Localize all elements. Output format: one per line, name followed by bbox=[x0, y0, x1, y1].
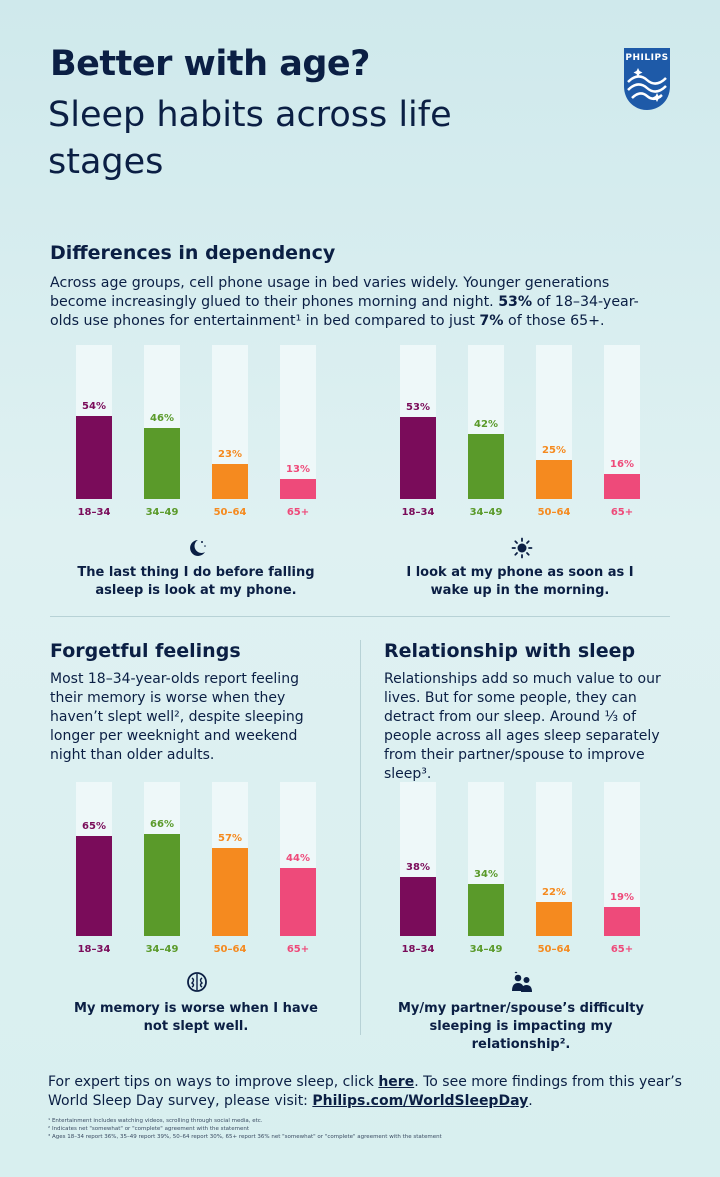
section-body-relationship: Relationships add so much value to our l… bbox=[384, 671, 661, 782]
bar-34–49 bbox=[144, 428, 180, 499]
category-label: 65+ bbox=[286, 507, 310, 518]
logo-text: PHILIPS bbox=[625, 53, 668, 63]
category-label: 34–49 bbox=[145, 507, 179, 518]
section-body-forgetful: Most 18–34-year-olds report feeling thei… bbox=[50, 671, 304, 763]
bar-34–49 bbox=[468, 884, 504, 936]
page-title: Better with age? bbox=[50, 44, 370, 84]
footer-text: For expert tips on ways to improve sleep… bbox=[48, 1074, 682, 1109]
category-label: 65+ bbox=[610, 507, 634, 518]
value-label: 53% bbox=[406, 402, 430, 413]
bar-18–34 bbox=[400, 877, 436, 936]
value-label: 19% bbox=[610, 892, 634, 903]
value-label: 13% bbox=[286, 464, 310, 475]
value-label: 23% bbox=[218, 449, 242, 460]
section-divider bbox=[50, 616, 670, 617]
caption-relationship: My/my partner/spouse’s difficulty sleepi… bbox=[398, 1001, 644, 1052]
bar-50–64 bbox=[212, 848, 248, 936]
footnotes: ¹ Entertainment includes watching videos… bbox=[48, 1117, 688, 1141]
value-label: 34% bbox=[474, 869, 498, 880]
value-label: 38% bbox=[406, 862, 430, 873]
sun-icon bbox=[511, 537, 533, 559]
bar-18–34 bbox=[400, 417, 436, 499]
category-label: 18–34 bbox=[401, 944, 435, 955]
philips-logo: PHILIPS bbox=[622, 46, 672, 112]
section-heading-relationship: Relationship with sleep bbox=[384, 640, 636, 662]
caption-on-waking: I look at my phone as soon as I wake up … bbox=[406, 565, 634, 598]
category-label: 34–49 bbox=[469, 507, 503, 518]
chart-phone-on-waking: 53% 18–34 42% 34–49 25% 50–64 16% 65+ bbox=[384, 345, 656, 545]
chart-phone-before-sleep: 54% 18–34 46% 34–49 23% 50–64 13% 65+ bbox=[60, 345, 332, 545]
category-label: 18–34 bbox=[77, 507, 111, 518]
chart-memory-worse: 65% 18–34 66% 34–49 57% 50–64 44% 65+ bbox=[60, 782, 332, 982]
column-divider bbox=[360, 640, 361, 1035]
bar-18–34 bbox=[76, 416, 112, 499]
caption-before-sleep: The last thing I do before falling aslee… bbox=[77, 565, 315, 598]
value-label: 22% bbox=[542, 887, 566, 898]
bar-50–64 bbox=[212, 464, 248, 499]
moon-icon bbox=[190, 540, 206, 556]
value-label: 66% bbox=[150, 819, 174, 830]
footnote-1: ¹ Entertainment includes watching videos… bbox=[48, 1118, 263, 1124]
value-label: 65% bbox=[82, 821, 106, 832]
value-label: 46% bbox=[150, 413, 174, 424]
bar-34–49 bbox=[468, 434, 504, 499]
here-link[interactable]: here bbox=[378, 1074, 415, 1090]
bar-65+ bbox=[280, 479, 316, 499]
bar-65+ bbox=[604, 474, 640, 499]
bar-34–49 bbox=[144, 834, 180, 936]
category-label: 65+ bbox=[610, 944, 634, 955]
footnote-2: ² Indicates net "somewhat" or "complete"… bbox=[48, 1126, 249, 1132]
category-label: 50–64 bbox=[213, 944, 247, 955]
worldsleepday-link[interactable]: Philips.com/WorldSleepDay bbox=[312, 1093, 529, 1109]
category-label: 18–34 bbox=[401, 507, 435, 518]
footnote-3: ³ Ages 18–34 report 36%, 35–49 report 39… bbox=[48, 1134, 442, 1140]
bar-50–64 bbox=[536, 902, 572, 936]
chart-partner-difficulty: 38% 18–34 34% 34–49 22% 50–64 19% 65+ bbox=[384, 782, 656, 982]
bar-65+ bbox=[280, 868, 316, 936]
category-label: 18–34 bbox=[77, 944, 111, 955]
bar-18–34 bbox=[76, 836, 112, 936]
bar-50–64 bbox=[536, 460, 572, 499]
value-label: 25% bbox=[542, 445, 566, 456]
brain-icon bbox=[187, 972, 207, 992]
value-label: 54% bbox=[82, 401, 106, 412]
value-label: 16% bbox=[610, 459, 634, 470]
section-heading-dependency: Differences in dependency bbox=[50, 242, 336, 264]
category-label: 65+ bbox=[286, 944, 310, 955]
category-label: 50–64 bbox=[537, 507, 571, 518]
section-body-dependency: Across age groups, cell phone usage in b… bbox=[50, 275, 639, 329]
bar-track bbox=[280, 345, 316, 499]
value-label: 57% bbox=[218, 833, 242, 844]
caption-memory: My memory is worse when I have not slept… bbox=[74, 1001, 318, 1034]
category-label: 50–64 bbox=[537, 944, 571, 955]
bar-track bbox=[604, 345, 640, 499]
page-subtitle: Sleep habits across life stages bbox=[48, 95, 452, 182]
value-label: 44% bbox=[286, 853, 310, 864]
bar-65+ bbox=[604, 907, 640, 936]
category-label: 34–49 bbox=[145, 944, 179, 955]
section-heading-forgetful: Forgetful feelings bbox=[50, 640, 241, 662]
category-label: 34–49 bbox=[469, 944, 503, 955]
couple-icon bbox=[512, 971, 532, 992]
category-label: 50–64 bbox=[213, 507, 247, 518]
value-label: 42% bbox=[474, 419, 498, 430]
